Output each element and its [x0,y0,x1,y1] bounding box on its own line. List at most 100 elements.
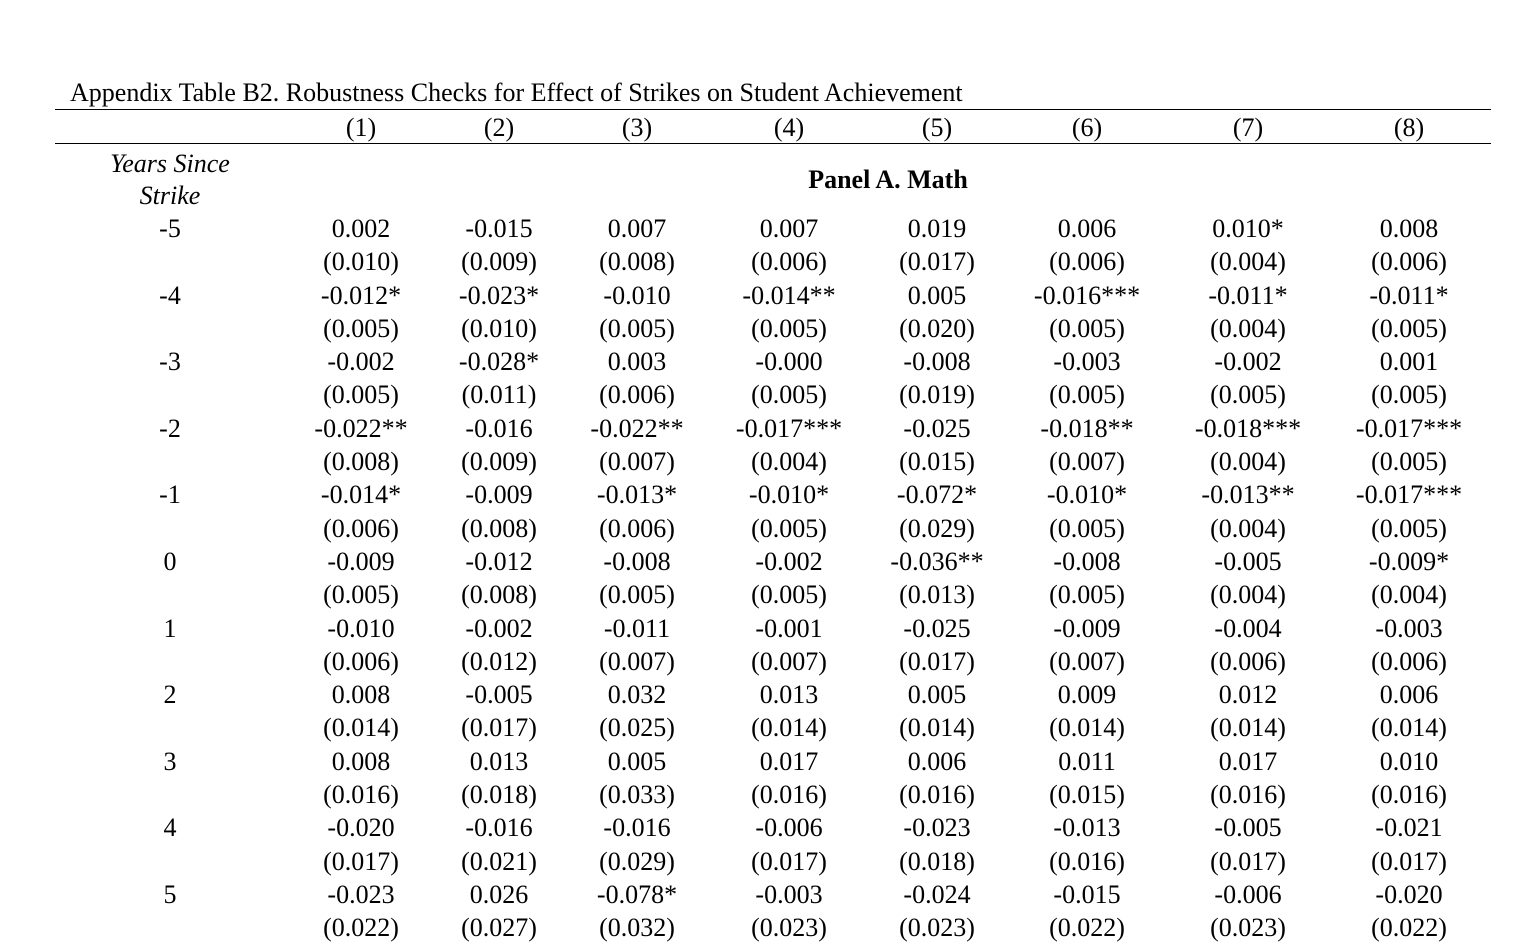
coefficient-row: 3 0.008 0.013 0.005 0.017 0.006 0.011 0.017 0.01… [0,746,1539,779]
coefficient-cell: -0.011* [1369,280,1449,310]
coefficient-cell: -0.025 [903,413,971,443]
coefficient-row: 4 -0.020 -0.016 -0.016 -0.006 -0.023 -0.013 -0.… [0,812,1539,845]
coefficient-cell: 0.008 [331,680,391,710]
standard-error-cell: (0.016) [751,780,827,810]
standard-error-cell: (0.005) [323,380,399,410]
row-label: -5 [159,214,181,243]
coefficient-cell: -0.009* [1368,546,1450,576]
standard-error-row: (0.005) (0.008) (0.005) (0.005) (0.013) (0.00… [0,579,1539,612]
coefficient-cell: -0.008 [903,347,971,377]
coefficient-cell: -0.016 [465,413,533,443]
coefficient-cell: -0.017*** [1355,480,1463,510]
coefficient-cell: -0.024 [903,879,971,909]
standard-error-cell: (0.004) [1210,247,1286,277]
coefficient-cell: -0.023 [327,879,395,909]
row-label: 4 [163,813,177,843]
standard-error-row: (0.008) (0.009) (0.007) (0.004) (0.015) (0.00… [0,446,1539,479]
coefficient-cell: -0.002 [465,613,533,643]
standard-error-cell: (0.005) [751,313,827,343]
standard-error-cell: (0.015) [899,447,975,477]
standard-error-cell: (0.009) [461,247,537,277]
standard-error-cell: (0.021) [461,846,537,876]
standard-error-cell: (0.005) [1371,447,1447,477]
coefficient-cell: 0.005 [907,280,967,310]
coefficient-cell: 0.006 [907,746,967,776]
standard-error-cell: (0.023) [1210,913,1286,943]
coefficient-cell: -0.000 [755,347,823,377]
standard-error-row: (0.006) (0.008) (0.006) (0.005) (0.029) (0.00… [0,513,1539,546]
standard-error-row: (0.010) (0.009) (0.008) (0.006) (0.017) (0.00… [0,246,1539,279]
coefficient-cell: -0.010 [327,613,395,643]
standard-error-cell: (0.010) [323,247,399,277]
column-header: (4) [773,113,805,142]
standard-error-cell: (0.014) [1371,713,1447,743]
coefficient-cell: -0.020 [327,813,395,843]
stub-header-line: Strike [139,181,201,210]
standard-error-cell: (0.005) [1049,580,1125,610]
standard-error-cell: (0.006) [323,646,399,676]
standard-error-cell: (0.019) [899,380,975,410]
standard-error-cell: (0.013) [899,580,975,610]
standard-error-cell: (0.014) [899,713,975,743]
column-header: (1) [345,113,377,142]
coefficient-cell: -0.025 [903,613,971,643]
standard-error-cell: (0.022) [1049,913,1125,943]
standard-error-cell: (0.007) [751,646,827,676]
standard-error-cell: (0.008) [461,513,537,543]
coefficient-cell: -0.001 [755,613,823,643]
standard-error-cell: (0.017) [899,646,975,676]
standard-error-cell: (0.007) [1049,447,1125,477]
coefficient-cell: -0.022** [314,413,408,443]
coefficient-cell: -0.012 [465,546,533,576]
coefficient-cell: -0.013 [1053,813,1121,843]
standard-error-cell: (0.005) [751,380,827,410]
row-label: 2 [163,680,177,710]
header-rule [55,143,1491,144]
standard-error-cell: (0.017) [1210,846,1286,876]
coefficient-cell: -0.014** [742,280,836,310]
coefficient-cell: -0.005 [1214,813,1282,843]
coefficient-cell: -0.020 [1375,879,1443,909]
standard-error-cell: (0.022) [323,913,399,943]
standard-error-row: (0.005) (0.011) (0.006) (0.005) (0.019) (0.00… [0,379,1539,412]
standard-error-cell: (0.017) [1371,846,1447,876]
column-header: (2) [483,113,515,142]
coefficient-row: 1 -0.010 -0.002 -0.011 -0.001 -0.025 -0.009 -0.… [0,613,1539,646]
standard-error-cell: (0.005) [1049,313,1125,343]
coefficient-cell: -0.018*** [1194,413,1302,443]
table-caption: Appendix Table B2. Robustness Checks for… [70,78,963,107]
column-header: (5) [921,113,953,142]
standard-error-cell: (0.005) [1210,380,1286,410]
standard-error-cell: (0.007) [599,646,675,676]
coefficient-cell: 0.013 [469,746,529,776]
coefficient-cell: -0.006 [755,813,823,843]
standard-error-cell: (0.005) [599,313,675,343]
column-header: (8) [1393,113,1425,142]
coefficient-cell: -0.006 [1214,879,1282,909]
coefficient-cell: 0.026 [469,879,529,909]
coefficient-cell: -0.010 [603,280,671,310]
coefficient-cell: -0.005 [465,680,533,710]
standard-error-cell: (0.005) [599,580,675,610]
standard-error-cell: (0.018) [461,780,537,810]
coefficient-cell: -0.015 [465,214,533,243]
coefficient-cell: -0.016 [465,813,533,843]
coefficient-cell: -0.015 [1053,879,1121,909]
coefficient-cell: 0.013 [759,680,819,710]
row-label: -3 [159,347,181,377]
top-rule [55,109,1491,110]
coefficient-cell: 0.006 [1057,214,1117,243]
coefficient-cell: 0.017 [1218,746,1278,776]
coefficient-row: -3 -0.002 -0.028* 0.003 -0.000 -0.008 -0.003 -0… [0,346,1539,379]
coefficient-row: -4 -0.012* -0.023* -0.010 -0.014** 0.005 -0.01… [0,280,1539,313]
coefficient-cell: -0.008 [1053,546,1121,576]
row-label: -2 [159,413,181,443]
standard-error-cell: (0.032) [599,913,675,943]
coefficient-cell: -0.009 [465,480,533,510]
coefficient-row: 5 -0.023 0.026 -0.078* -0.003 -0.024 -0.015 -0.… [0,879,1539,912]
row-label: 5 [163,879,177,909]
coefficient-cell: 0.017 [759,746,819,776]
panel-title: Panel A. Math [808,165,968,194]
standard-error-cell: (0.005) [1049,513,1125,543]
